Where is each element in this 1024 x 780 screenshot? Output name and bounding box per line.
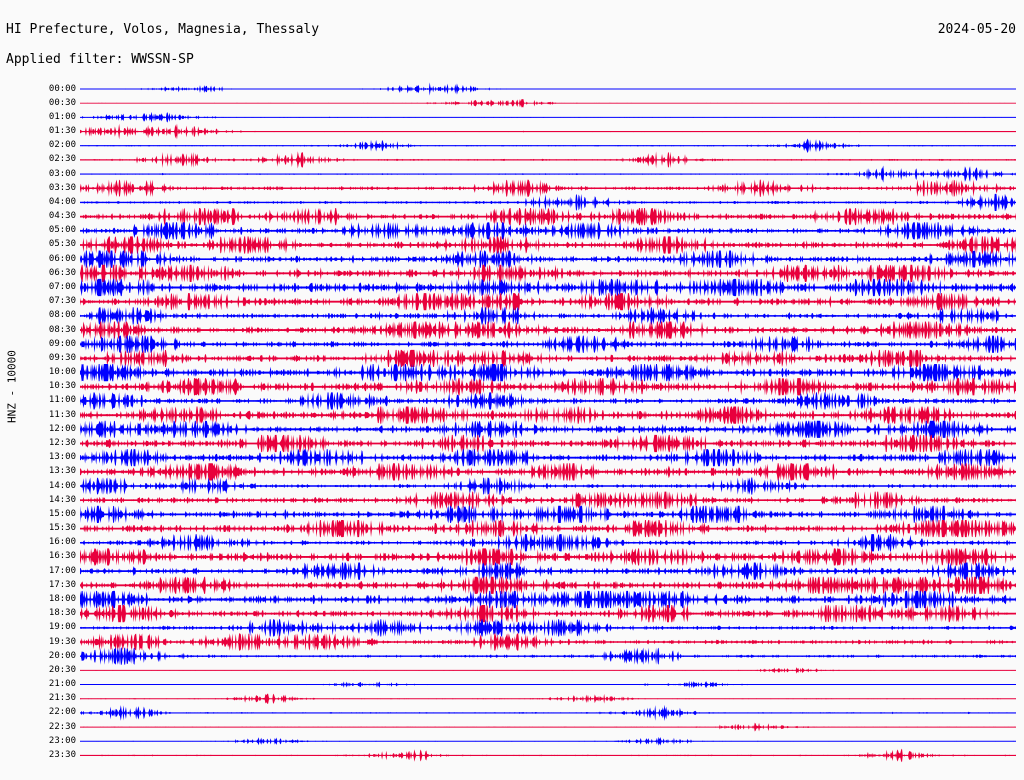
- time-label: 00:30: [48, 97, 76, 108]
- time-label: 06:30: [48, 267, 76, 278]
- time-label: 11:30: [48, 409, 76, 420]
- time-label: 11:00: [48, 395, 76, 406]
- time-label: 03:30: [48, 182, 76, 193]
- time-label: 12:30: [48, 438, 76, 448]
- time-label: 17:00: [48, 565, 76, 576]
- time-label: 22:30: [48, 721, 76, 732]
- time-label: 18:30: [48, 608, 76, 619]
- page-title: HI Prefecture, Volos, Magnesia, Thessaly: [6, 22, 320, 37]
- time-label: 00:00: [48, 83, 76, 94]
- time-label: 02:30: [48, 154, 76, 165]
- time-label: 08:00: [48, 310, 76, 321]
- time-label: 21:00: [48, 679, 76, 690]
- time-label: 01:30: [48, 126, 76, 137]
- time-label: 17:30: [48, 579, 76, 590]
- time-label: 21:30: [48, 693, 76, 704]
- time-label: 10:00: [48, 367, 76, 378]
- time-label: 03:00: [48, 168, 76, 179]
- time-label: 09:30: [48, 352, 76, 363]
- time-label: 15:00: [48, 508, 76, 519]
- time-label: 14:00: [48, 480, 76, 491]
- time-label: 20:00: [48, 650, 76, 661]
- time-label: 20:30: [48, 664, 76, 675]
- time-label: 13:00: [48, 452, 76, 463]
- time-label: 04:00: [48, 196, 76, 207]
- time-label: 06:00: [48, 253, 76, 264]
- time-label: 05:30: [48, 239, 76, 250]
- date-label: 2024-05-20: [937, 22, 1016, 37]
- time-label: 19:30: [48, 636, 76, 647]
- applied-filter-label: Applied filter: WWSSN-SP: [6, 52, 194, 67]
- time-label: 18:00: [48, 593, 76, 604]
- time-label: 04:30: [48, 211, 76, 222]
- time-label: 05:00: [48, 225, 76, 236]
- time-label: 12:00: [48, 423, 76, 434]
- time-label: 19:00: [48, 622, 76, 633]
- time-label: 10:30: [48, 381, 76, 392]
- time-label: 01:00: [48, 111, 76, 122]
- time-label: 02:00: [48, 140, 76, 151]
- time-label: 07:00: [48, 282, 76, 293]
- time-label: 09:00: [48, 338, 76, 349]
- time-label: 07:30: [48, 296, 76, 307]
- time-label: 23:00: [48, 735, 76, 746]
- time-label: 15:30: [48, 523, 76, 534]
- time-label: 22:00: [48, 707, 76, 718]
- time-label: 13:30: [48, 466, 76, 477]
- time-label: 08:30: [48, 324, 76, 335]
- time-label: 14:30: [48, 494, 76, 505]
- time-label: 16:30: [48, 551, 76, 562]
- time-label: 16:00: [48, 537, 76, 548]
- time-label: 23:30: [48, 749, 76, 760]
